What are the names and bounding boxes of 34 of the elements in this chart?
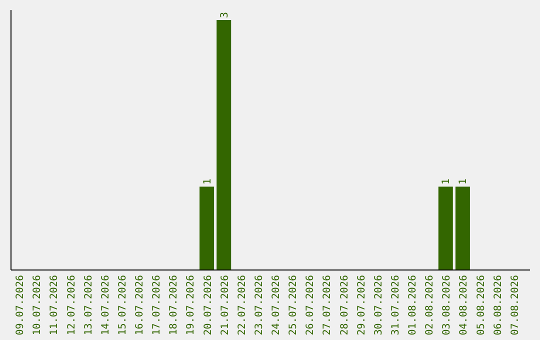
x-tick-label: 09.07.2026	[15, 275, 26, 336]
x-tick-label: 31.07.2026	[390, 275, 402, 336]
x-tick-label: 06.08.2026	[492, 275, 504, 336]
x-tick-label: 13.07.2026	[83, 275, 94, 336]
x-tick-label: 24.07.2026	[271, 275, 282, 336]
data-label: 1	[458, 178, 470, 185]
x-tick-label: 17.07.2026	[152, 275, 163, 336]
x-tick-label: 01.08.2026	[408, 275, 419, 336]
x-tick-label: 15.07.2026	[117, 275, 128, 336]
x-tick-label: 10.07.2026	[32, 275, 44, 336]
data-label: 1	[441, 178, 452, 185]
x-tick-label: 26.07.2026	[305, 275, 316, 336]
x-tick-label: 25.07.2026	[288, 275, 300, 336]
x-tick-label: 14.07.2026	[100, 275, 112, 336]
x-tick-label: 27.07.2026	[322, 275, 334, 336]
x-tick-label: 05.08.2026	[476, 275, 487, 336]
x-tick-label: 29.07.2026	[356, 275, 368, 336]
x-tick-label: 28.07.2026	[339, 275, 350, 336]
x-tick-label: 30.07.2026	[373, 275, 384, 336]
x-tick-label: 03.08.2026	[442, 275, 453, 336]
x-tick-label: 04.08.2026	[458, 275, 470, 336]
x-tick-label: 02.08.2026	[424, 275, 436, 336]
data-label: 1	[202, 178, 214, 185]
x-tick-label: 18.07.2026	[168, 275, 180, 336]
x-tick-label: 12.07.2026	[66, 275, 78, 336]
x-tick-label: 23.07.2026	[254, 275, 265, 336]
x-tick-label: 22.07.2026	[236, 275, 248, 336]
x-tick-label: 20.07.2026	[202, 275, 214, 336]
x-tick-label: 11.07.2026	[49, 275, 60, 336]
data-label: 3	[219, 12, 230, 18]
x-tick-label: 21.07.2026	[220, 275, 231, 336]
x-tick-label: 16.07.2026	[134, 275, 146, 336]
x-tick-label: 07.08.2026	[510, 275, 521, 336]
x-tick-label: 19.07.2026	[186, 275, 197, 336]
